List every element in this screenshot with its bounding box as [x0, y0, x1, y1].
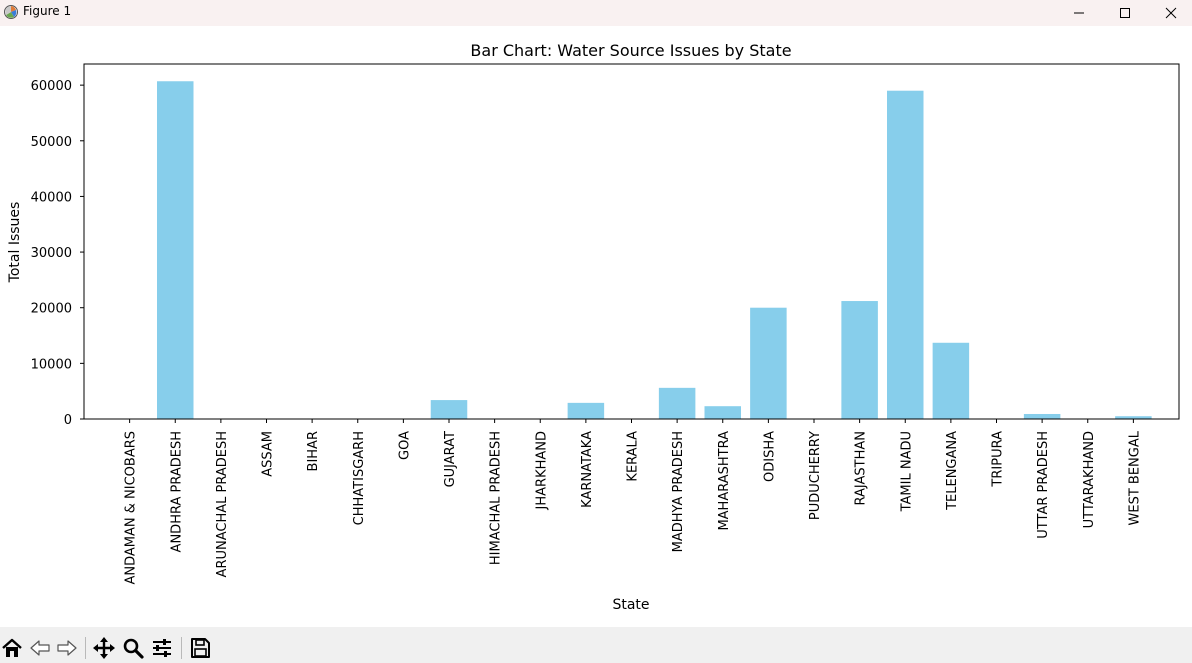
y-tick-label: 30000	[31, 246, 72, 261]
x-tick-label: UTTARAKHAND	[1082, 431, 1097, 528]
bar	[887, 90, 924, 420]
y-tick-label: 10000	[31, 357, 72, 372]
x-tick-label: ANDAMAN & NICOBARS	[124, 431, 139, 585]
window-titlebar: Figure 1	[0, 0, 1192, 26]
bar	[932, 342, 970, 419]
y-tick-label: 50000	[31, 135, 72, 150]
x-tick-label: ODISHA	[762, 431, 777, 482]
x-tick-label: TAMIL NADU	[899, 431, 914, 512]
y-tick-label: 40000	[31, 190, 72, 205]
save-button[interactable]	[188, 636, 212, 660]
bar	[750, 307, 787, 419]
minimize-button[interactable]	[1056, 0, 1102, 26]
x-tick-label: CHHATISGARH	[352, 431, 367, 525]
y-tick-label: 0	[64, 413, 72, 428]
bars-group	[111, 81, 1152, 420]
home-icon	[2, 638, 22, 657]
x-tick-label: KARNATAKA	[580, 431, 595, 508]
x-tick-label: MAHARASHTRA	[717, 431, 732, 531]
y-tick-label: 60000	[31, 79, 72, 94]
zoom-icon	[123, 638, 144, 659]
x-tick-label: JHARKHAND	[534, 431, 549, 510]
figure-canvas: Bar Chart: Water Source Issues by State …	[0, 26, 1192, 627]
back-button[interactable]	[28, 636, 52, 660]
configure-subplots-button[interactable]	[150, 636, 174, 660]
x-axis: ANDAMAN & NICOBARS ANDHRA PRADESH ARUNACHA…	[124, 419, 1142, 585]
bar	[1023, 413, 1061, 419]
save-icon	[191, 638, 210, 658]
forward-icon	[57, 640, 77, 656]
toolbar-separator	[181, 637, 182, 659]
x-tick-label: GUJARAT	[443, 431, 458, 487]
maximize-button[interactable]	[1102, 0, 1148, 26]
bar	[1115, 416, 1152, 419]
bar	[567, 402, 605, 419]
close-button[interactable]	[1148, 0, 1192, 26]
x-tick-label: BIHAR	[306, 431, 321, 471]
bar	[157, 81, 194, 419]
minimize-icon	[1074, 12, 1084, 14]
x-tick-label: TELENGANA	[945, 431, 960, 511]
x-tick-label: MADHYA PRADESH	[671, 431, 686, 552]
x-axis-label: State	[612, 597, 649, 613]
x-tick-label: KERALA	[626, 431, 641, 482]
bar	[430, 400, 468, 419]
x-tick-label: RAJASTHAN	[854, 431, 869, 505]
bar-chart: Bar Chart: Water Source Issues by State …	[7, 41, 1180, 613]
y-axis-label: Total Issues	[7, 202, 23, 284]
x-tick-label: UTTAR PRADESH	[1036, 431, 1051, 539]
home-button[interactable]	[0, 636, 24, 660]
configure-subplots-icon	[153, 639, 171, 657]
maximize-icon	[1120, 8, 1130, 18]
plot-frame	[83, 63, 1180, 420]
x-tick-label: WEST BENGAL	[1127, 430, 1142, 525]
navigation-toolbar	[0, 627, 1192, 663]
back-icon	[30, 640, 50, 656]
close-icon	[1165, 7, 1177, 19]
bar	[841, 301, 878, 419]
x-tick-label: TRIPURA	[991, 431, 1006, 488]
x-tick-label: ANDHRA PRADESH	[169, 431, 184, 552]
toolbar-separator	[85, 637, 86, 659]
x-tick-label: PUDUCHERRY	[808, 431, 823, 520]
chart-title: Bar Chart: Water Source Issues by State	[470, 41, 791, 60]
pan-button[interactable]	[92, 636, 116, 660]
y-axis: 0 10000 20000 30000 40000 50000 60000	[31, 79, 84, 428]
bar	[704, 406, 741, 419]
window-title: Figure 1	[23, 4, 72, 18]
matplotlib-app-icon	[4, 5, 18, 19]
x-tick-label: GOA	[397, 431, 412, 460]
x-tick-label: ASSAM	[261, 431, 276, 477]
x-tick-label: HIMACHAL PRADESH	[489, 431, 504, 565]
forward-button[interactable]	[55, 636, 79, 660]
x-tick-label: ARUNACHAL PRADESH	[215, 431, 230, 577]
zoom-button[interactable]	[121, 636, 145, 660]
pan-icon	[93, 637, 115, 659]
y-tick-label: 20000	[31, 302, 72, 317]
bar	[658, 387, 696, 419]
